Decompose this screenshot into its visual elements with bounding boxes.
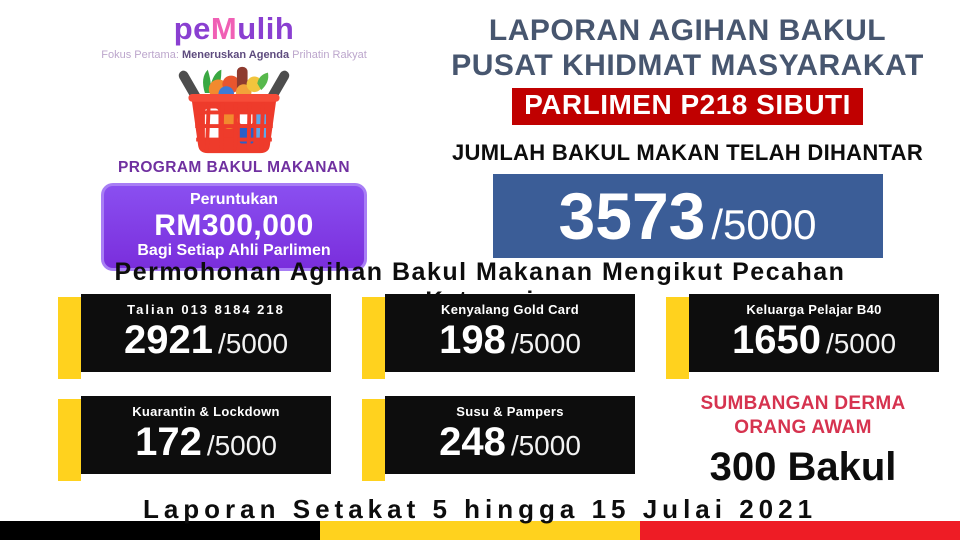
total-delivered-quota: /5000 (711, 200, 817, 248)
yellow-accent-bar (58, 399, 81, 481)
flag-black-segment (0, 521, 320, 540)
yellow-accent-bar (666, 297, 689, 379)
category-box: Talian 013 8184 218 2921 /5000 (81, 294, 331, 372)
donation-label-line1: SUMBANGAN DERMA (700, 393, 906, 414)
category-count: 1650 /5000 (689, 318, 939, 363)
category-card-talian: Talian 013 8184 218 2921 /5000 (58, 294, 331, 379)
category-label: Kenyalang Gold Card (441, 302, 579, 317)
public-donation-block: SUMBANGAN DERMA ORANG AWAM 300 Bakul (666, 392, 940, 490)
yellow-accent-bar (362, 399, 385, 481)
category-label: Keluarga Pelajar B40 (746, 302, 882, 317)
logo-text: pe (173, 11, 211, 46)
breakdown-heading: Permohonan Agihan Bakul Makanan Mengikut… (114, 258, 846, 286)
category-card-pelajar-b40: Keluarga Pelajar B40 1650 /5000 (666, 294, 939, 379)
category-count: 248 /5000 (385, 420, 635, 465)
category-box: Susu & Pampers 248 /5000 (385, 396, 635, 474)
logo-text: M (210, 11, 238, 46)
category-box: Kuarantin & Lockdown 172 /5000 (81, 396, 331, 474)
category-count: 172 /5000 (81, 420, 331, 465)
category-label: Kuarantin & Lockdown (132, 404, 280, 419)
sarawak-flag-bar (0, 521, 960, 540)
allocation-amount: RM300,000 (154, 209, 314, 243)
category-quota: /5000 (217, 328, 289, 359)
category-value: 1650 (731, 318, 821, 362)
yellow-accent-bar (58, 297, 81, 379)
program-title: PROGRAM BAKUL MAKANAN (118, 159, 350, 177)
total-delivered-box: 3573 /5000 (492, 173, 883, 258)
category-box: Keluarga Pelajar B40 1650 /5000 (689, 294, 939, 372)
tagline-text: Prihatin Rakyat (292, 49, 367, 62)
total-delivered-label: JUMLAH BAKUL MAKAN TELAH DIHANTAR (451, 139, 924, 165)
category-card-susu-pampers: Susu & Pampers 248 /5000 (362, 396, 635, 481)
category-box: Kenyalang Gold Card 198 /5000 (385, 294, 635, 372)
category-value: 2921 (123, 318, 213, 362)
tagline-text: Meneruskan Agenda (181, 49, 293, 62)
category-quota: /5000 (510, 328, 581, 359)
total-delivered-value: 3573 (558, 178, 706, 253)
pemulih-logo: peMulih (58, 11, 410, 46)
category-quota: /5000 (825, 328, 897, 359)
category-value: 172 (135, 420, 202, 464)
category-card-kuarantin: Kuarantin & Lockdown 172 /5000 (58, 396, 331, 481)
allocation-line3: Bagi Setiap Ahli Parlimen (137, 242, 331, 260)
report-title-line2: PUSAT KHIDMAT MASYARAKAT (451, 48, 924, 82)
donation-value: 300 Bakul (709, 444, 897, 489)
report-header: LAPORAN AGIHAN BAKUL PUSAT KHIDMAT MASYA… (425, 14, 950, 258)
category-quota: /5000 (510, 430, 581, 461)
category-label: Talian 013 8184 218 (127, 302, 285, 317)
report-title-line1: LAPORAN AGIHAN BAKUL (488, 14, 887, 47)
category-count: 198 /5000 (385, 318, 635, 363)
category-card-kenyalang: Kenyalang Gold Card 198 /5000 (362, 294, 635, 379)
parliament-banner: PARLIMEN P218 SIBUTI (512, 87, 863, 125)
allocation-line1: Peruntukan (189, 191, 278, 209)
flag-yellow-segment (319, 521, 641, 540)
report-period: Laporan Setakat 5 hingga 15 Julai 2021 (142, 494, 818, 524)
yellow-accent-bar (362, 297, 385, 379)
category-value: 248 (439, 420, 506, 464)
category-label: Susu & Pampers (456, 404, 564, 419)
pemulih-tagline: Fokus Pertama: Meneruskan Agenda Prihati… (58, 49, 410, 61)
allocation-box: Peruntukan RM300,000 Bagi Setiap Ahli Pa… (101, 183, 367, 272)
logo-text: ulih (237, 11, 295, 46)
category-count: 2921 /5000 (81, 318, 331, 363)
category-quota: /5000 (206, 430, 277, 461)
flag-red-segment (640, 521, 960, 540)
tagline-text: Fokus Pertama: (101, 49, 182, 62)
category-value: 198 (439, 318, 506, 362)
donation-label-line2: ORANG AWAM (734, 416, 872, 438)
pemulih-section: peMulih Fokus Pertama: Meneruskan Agenda… (58, 11, 410, 272)
food-basket-icon (58, 62, 410, 159)
